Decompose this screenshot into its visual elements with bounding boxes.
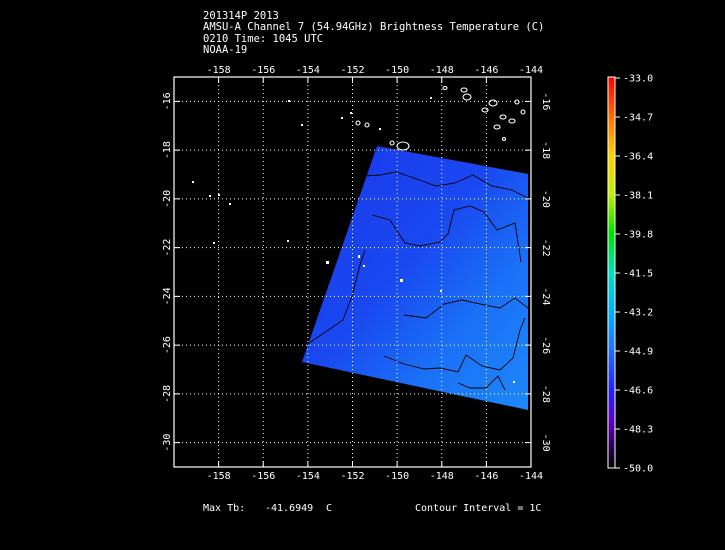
lat-tick-label-left: -18 (162, 141, 173, 159)
colorbar-label: -50.0 (623, 464, 653, 475)
colorbar-label: -34.7 (623, 113, 653, 124)
lat-tick-label-right: -24 (540, 287, 551, 305)
lon-tick-label-top: -158 (207, 65, 231, 76)
colorbar-label: -33.0 (623, 74, 653, 85)
lon-tick-label-top: -148 (430, 65, 454, 76)
max-tb-label: Max Tb: (203, 503, 246, 514)
colorbar-label: -38.1 (623, 191, 653, 202)
island-dots (192, 97, 515, 383)
temperature-contours (302, 171, 529, 391)
lat-tick-label-right: -22 (540, 239, 551, 257)
lon-tick-label-top: -146 (474, 65, 498, 76)
title-line-1: 201314P 2013 (203, 10, 279, 22)
colorbar-label: -46.6 (623, 386, 653, 397)
colorbar-label: -44.9 (623, 347, 653, 358)
lat-tick-label-left: -28 (162, 385, 173, 403)
lon-tick-label-bottom: -156 (251, 471, 275, 482)
lat-tick-label-right: -26 (540, 336, 551, 354)
lon-tick-label-bottom: -154 (296, 471, 320, 482)
lon-tick-label-top: -154 (296, 65, 320, 76)
lon-tick-label-top: -152 (340, 65, 364, 76)
lat-tick-label-left: -24 (162, 287, 173, 305)
lat-tick-label-left: -30 (162, 434, 173, 452)
colorbar-label: -36.4 (623, 152, 653, 163)
colorbar (607, 76, 616, 469)
lon-tick-label-bottom: -152 (340, 471, 364, 482)
title-line-4: NOAA-19 (203, 44, 248, 56)
lon-tick-label-top: -144 (519, 65, 543, 76)
lon-tick-label-bottom: -150 (385, 471, 409, 482)
max-tb-unit: C (326, 503, 333, 514)
graticule (174, 77, 531, 467)
lat-tick-label-left: -16 (162, 92, 173, 110)
lat-tick-label-right: -20 (540, 190, 551, 208)
lon-tick-label-top: -150 (385, 65, 409, 76)
colorbar-label: -48.3 (623, 425, 653, 436)
lat-tick-label-left: -26 (162, 336, 173, 354)
max-tb-value: -41.6949 (265, 503, 314, 514)
lat-tick-label-right: -30 (540, 434, 551, 452)
colorbar-ticks: -33.0 -34.7 -36.4 -38.1 -39.8 -41.5 -43.2 -44.9… (615, 74, 653, 475)
lon-tick-label-bottom: -148 (430, 471, 454, 482)
lon-tick-label-bottom: -144 (519, 471, 543, 482)
satellite-swath (302, 146, 528, 410)
title-line-3: 0210 Time: 1045 UTC (203, 33, 324, 45)
lat-tick-label-left: -20 (162, 190, 173, 208)
colorbar-label: -41.5 (623, 269, 653, 280)
lat-tick-label-right: -16 (540, 92, 551, 110)
colorbar-label: -43.2 (623, 308, 653, 319)
lon-tick-label-top: -156 (251, 65, 275, 76)
lat-tick-label-right: -18 (540, 141, 551, 159)
lon-tick-label-bottom: -158 (207, 471, 231, 482)
lon-tick-label-bottom: -146 (474, 471, 498, 482)
contour-interval: Contour Interval = 1C (415, 503, 542, 514)
map-ticks: -158 -158 -156 -156 -154 -154 -152 -152 -150 -150… (162, 65, 551, 482)
colorbar-label: -39.8 (623, 230, 653, 241)
lat-tick-label-left: -22 (162, 239, 173, 257)
title-line-2: AMSU-A Channel 7 (54.94GHz) Brightness T… (203, 21, 545, 33)
coastline-islands (355, 85, 526, 151)
lat-tick-label-right: -28 (540, 385, 551, 403)
